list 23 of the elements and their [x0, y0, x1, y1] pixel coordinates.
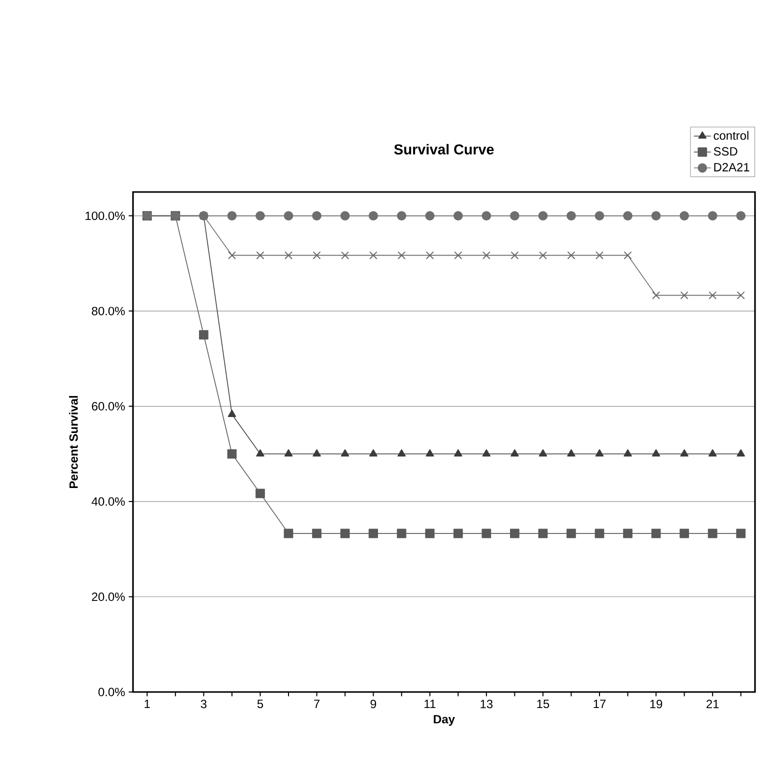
y-axis-title: Percent Survival [69, 396, 78, 488]
x-tick-label: 21 [706, 700, 719, 708]
x-tick-label: 9 [370, 700, 376, 708]
x-tick-label: 5 [257, 700, 264, 708]
y-tick-label: 20.0% [92, 592, 125, 601]
x-tick-label: 7 [314, 700, 320, 708]
x-tick-label: 1 [144, 700, 150, 708]
x-tick-label: 17 [594, 700, 606, 708]
y-tick-label: 80.0% [92, 306, 125, 316]
legend-label: control [714, 131, 748, 140]
x-tick-label: 3 [200, 700, 206, 708]
x-axis-title: Day [434, 715, 455, 726]
legend-label: SSD [714, 147, 738, 156]
x-tick-label: 13 [480, 700, 493, 708]
x-tick-label: 15 [537, 700, 550, 708]
y-tick-label: 60.0% [92, 402, 125, 411]
chart-title: Survival Curve [394, 144, 494, 154]
x-tick-label: 19 [650, 700, 662, 708]
y-tick-label: 0.0% [98, 688, 125, 696]
y-tick-label: 100.0% [86, 212, 125, 220]
x-tick-label: 11 [424, 700, 436, 708]
legend-label: D2A21 [714, 162, 750, 172]
y-tick-label: 40.0% [92, 497, 125, 506]
